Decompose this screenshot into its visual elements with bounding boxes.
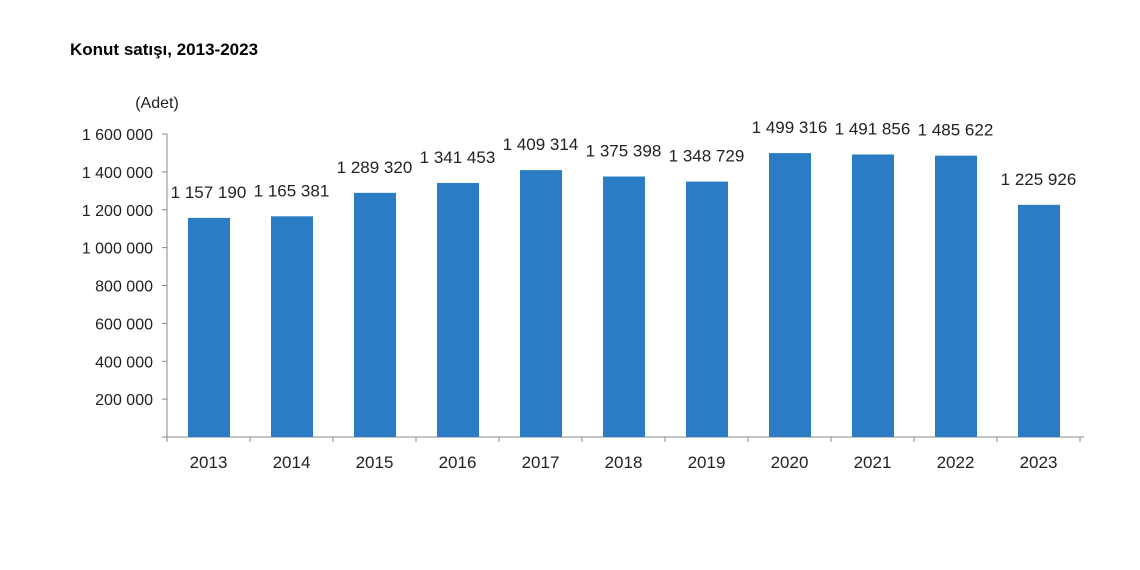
data-label: 1 499 316	[752, 118, 828, 137]
data-label: 1 225 926	[1001, 170, 1077, 189]
data-label: 1 289 320	[337, 158, 413, 177]
y-tick-label: 1 400 000	[82, 165, 153, 182]
bar-2015	[354, 192, 396, 437]
x-tick-label: 2021	[854, 453, 892, 472]
bar-2013	[188, 217, 230, 437]
y-tick-label: 400 000	[95, 354, 153, 371]
y-tick-label: 600 000	[95, 316, 153, 333]
data-label: 1 348 729	[669, 147, 745, 166]
bar-2018	[603, 176, 645, 437]
bar-2019	[686, 181, 728, 437]
data-label: 1 157 190	[171, 183, 247, 202]
x-tick-label: 2015	[356, 453, 394, 472]
x-tick-label: 2014	[273, 453, 311, 472]
y-tick-label: 200 000	[95, 392, 153, 409]
y-axis-label: (Adet)	[135, 95, 179, 112]
data-label: 1 375 398	[586, 142, 662, 161]
data-label: 1 485 622	[918, 121, 994, 140]
bar-2023	[1018, 204, 1060, 437]
x-tick-label: 2013	[190, 453, 228, 472]
data-label: 1 409 314	[503, 135, 579, 154]
data-label: 1 165 381	[254, 181, 330, 200]
x-tick-label: 2020	[771, 453, 809, 472]
x-tick-label: 2022	[937, 453, 975, 472]
y-tick-label: 1 000 000	[82, 241, 153, 258]
x-tick-label: 2018	[605, 453, 643, 472]
bar-2021	[852, 154, 894, 437]
chart-title: Konut satışı, 2013-2023	[70, 40, 259, 59]
bar-2016	[437, 182, 479, 437]
y-tick-label: 1 600 000	[82, 127, 153, 144]
bar-2017	[520, 170, 562, 438]
y-tick-label: 800 000	[95, 279, 153, 296]
x-tick-label: 2017	[522, 453, 560, 472]
x-tick-label: 2023	[1020, 453, 1058, 472]
y-tick-label: 1 200 000	[82, 203, 153, 220]
bar-2020	[769, 153, 811, 438]
bar-2022	[935, 155, 977, 437]
bar-2014	[271, 216, 313, 437]
data-label: 1 491 856	[835, 119, 911, 138]
x-tick-label: 2019	[688, 453, 726, 472]
x-tick-label: 2016	[439, 453, 477, 472]
data-label: 1 341 453	[420, 148, 496, 167]
